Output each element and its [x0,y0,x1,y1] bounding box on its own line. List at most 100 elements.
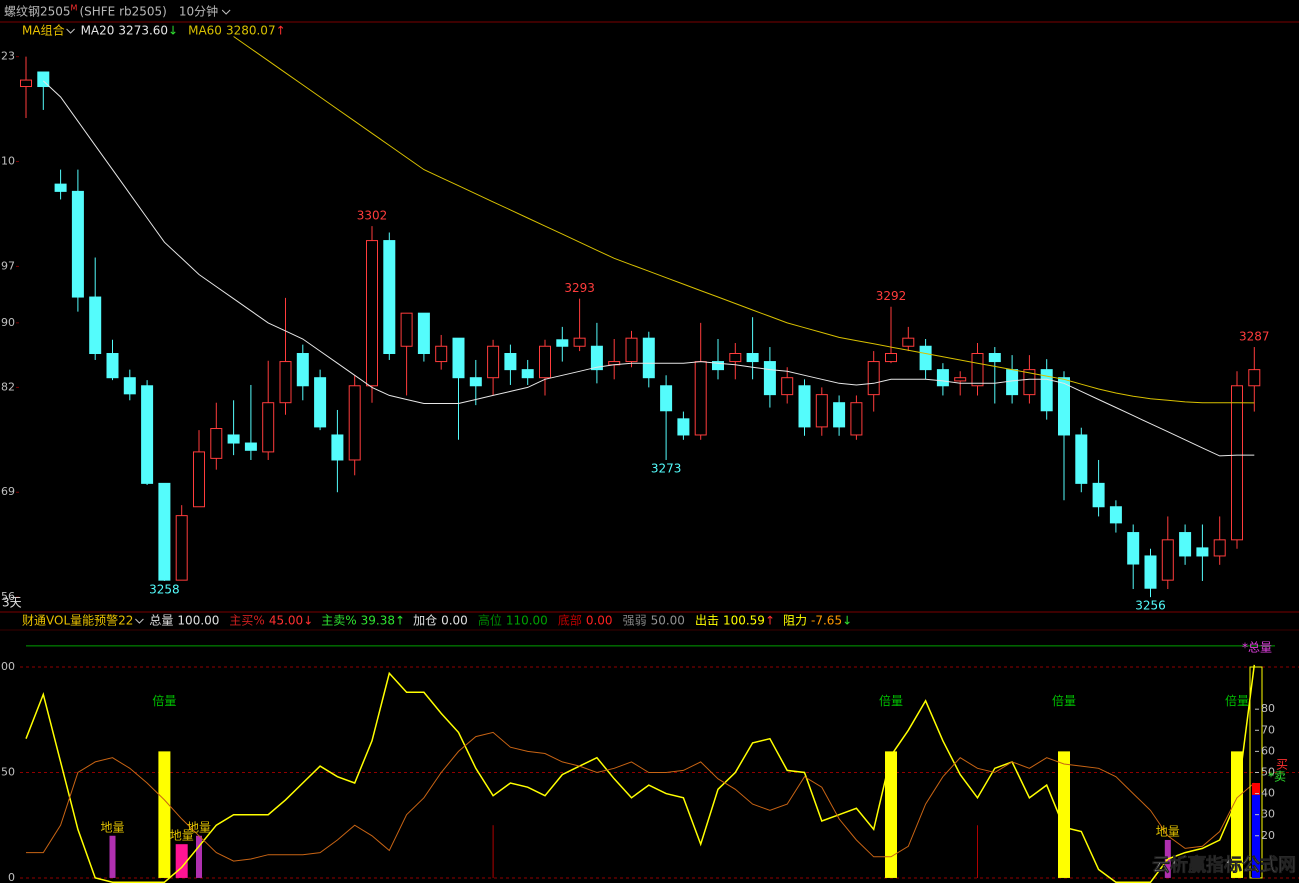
candle-body [37,71,50,88]
watermark: 云析赢指标公式网 [1152,854,1296,876]
candle-body [919,345,932,371]
candle-body [1161,539,1174,581]
candle-body [417,312,430,355]
candle-body [89,296,102,355]
candle-body [487,345,500,379]
stat-value: 100.00 [177,614,219,628]
legend-name: MA20 [81,24,115,38]
bar-label: 倍量 [152,693,176,708]
candle-body [1092,482,1105,508]
candle-body [1213,539,1226,557]
candle-body [20,79,32,88]
y-tick-label: 0 [8,871,15,883]
candle-body [798,385,811,428]
candle-body [885,353,897,363]
indicator-line [25,664,1256,883]
side-tick-label: 80 [1261,702,1275,715]
candle-body [539,345,551,379]
volume-flag-bar [1058,751,1070,878]
candle-body [175,515,188,581]
symbol-code: (SHFE rb2505) [79,5,166,19]
period: 10分钟 [179,4,218,19]
y-tick-label: 3323 [0,50,15,63]
side-tick-label: 40 [1261,787,1275,800]
candle-body [1109,506,1122,524]
bar-label: 倍量 [1225,693,1249,708]
candle-body [521,369,534,379]
candle-body [573,337,586,347]
candle-body [1144,555,1157,589]
dropdown-icon [135,618,144,624]
candle-body [279,361,292,404]
y-tick-label: 3282 [0,380,15,393]
candle-body [729,353,742,363]
high-label: 3292 [876,289,907,303]
stat-name: 主卖% [321,614,356,628]
stat-value: 50.00 [651,614,685,628]
indicator-line [26,731,1255,862]
side-tick-label: 70 [1261,723,1275,736]
candle-body [1231,385,1243,541]
candle-body [1006,369,1019,396]
side-tick-label: 50 [1261,765,1275,778]
gauge-label: 买 [1276,758,1288,772]
side-tick-label: 30 [1261,808,1275,821]
legend-value: 3273.60 [118,24,168,38]
stat-value: 0.00 [441,614,468,628]
candle-body [193,451,205,508]
candle-body [262,402,275,453]
candle-body [712,361,724,371]
candle-body [71,190,84,298]
candle-body [504,353,517,371]
low-label: 3273 [651,461,682,475]
candle-body [1040,369,1053,412]
candle-body [902,337,915,347]
candle-body [781,377,794,396]
candle-body [123,377,136,395]
candle-body [158,482,171,581]
title-bar: 螺纹钢2505 M (SHFE rb2505) 10分钟 [4,4,231,19]
y-tick-label: 3269 [0,485,15,498]
volume-flag-bar [1231,751,1243,878]
stat-name: 底部 [558,613,582,628]
stat-name: 加仓 [413,614,437,628]
bar-label: 地量 [170,829,194,843]
y-tick-label: 100 [0,660,15,673]
stat-value: -7.65 [811,614,842,628]
stat-name: 主买% [229,614,264,628]
candle-body [366,240,378,387]
candle-body [141,385,154,484]
period-label: 3天 [2,596,22,610]
candle-body [244,442,257,451]
candle-body [677,418,690,436]
volume-flag-bar [175,844,188,878]
bar-label: 地量 [1156,824,1180,838]
volume-flag-bar [158,751,171,878]
stat-arrow: ↓ [842,614,852,628]
candle-body [1196,547,1209,557]
y-tick-label: 50 [1,765,15,778]
stat-name: 总量 [149,614,173,628]
gauge-label: *总量 [1242,641,1272,655]
legend-title: MA组合 [22,23,65,38]
candle-body [763,361,776,396]
candle-body [694,361,707,436]
low-label: 3258 [149,582,180,596]
bar-label: 地量 [187,820,211,834]
ma-line [233,36,1255,404]
high-label: 3287 [1239,330,1270,344]
side-tick-label: 60 [1261,744,1275,757]
candle-body [1023,369,1036,396]
volume-flag-bar [109,835,116,878]
price-panel [20,36,1261,598]
stat-name: 高位 [478,613,502,628]
indicator-title: 财通VOL量能预警22 [22,613,133,628]
candle-body [1248,369,1261,387]
candle-body [106,353,119,379]
stat-value: 110.00 [506,614,548,628]
legend-arrow: ↑ [276,24,286,38]
high-label: 3302 [357,209,388,223]
legend-name: MA60 [188,24,222,38]
dropdown-icon [66,28,75,34]
